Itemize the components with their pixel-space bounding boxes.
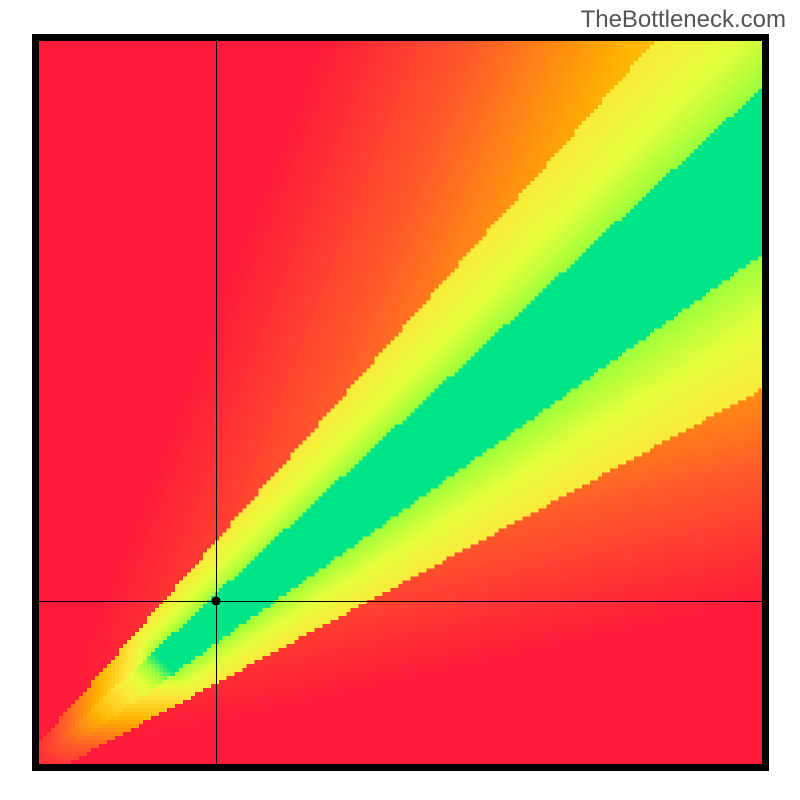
heatmap-canvas bbox=[39, 41, 762, 764]
plot-frame bbox=[32, 34, 769, 771]
crosshair-vertical bbox=[216, 41, 217, 764]
plot-area bbox=[39, 41, 762, 764]
crosshair-horizontal bbox=[39, 601, 762, 602]
crosshair-dot bbox=[212, 597, 221, 606]
chart-container: { "watermark": { "text": "TheBottleneck.… bbox=[0, 0, 800, 800]
watermark-text: TheBottleneck.com bbox=[581, 6, 786, 34]
